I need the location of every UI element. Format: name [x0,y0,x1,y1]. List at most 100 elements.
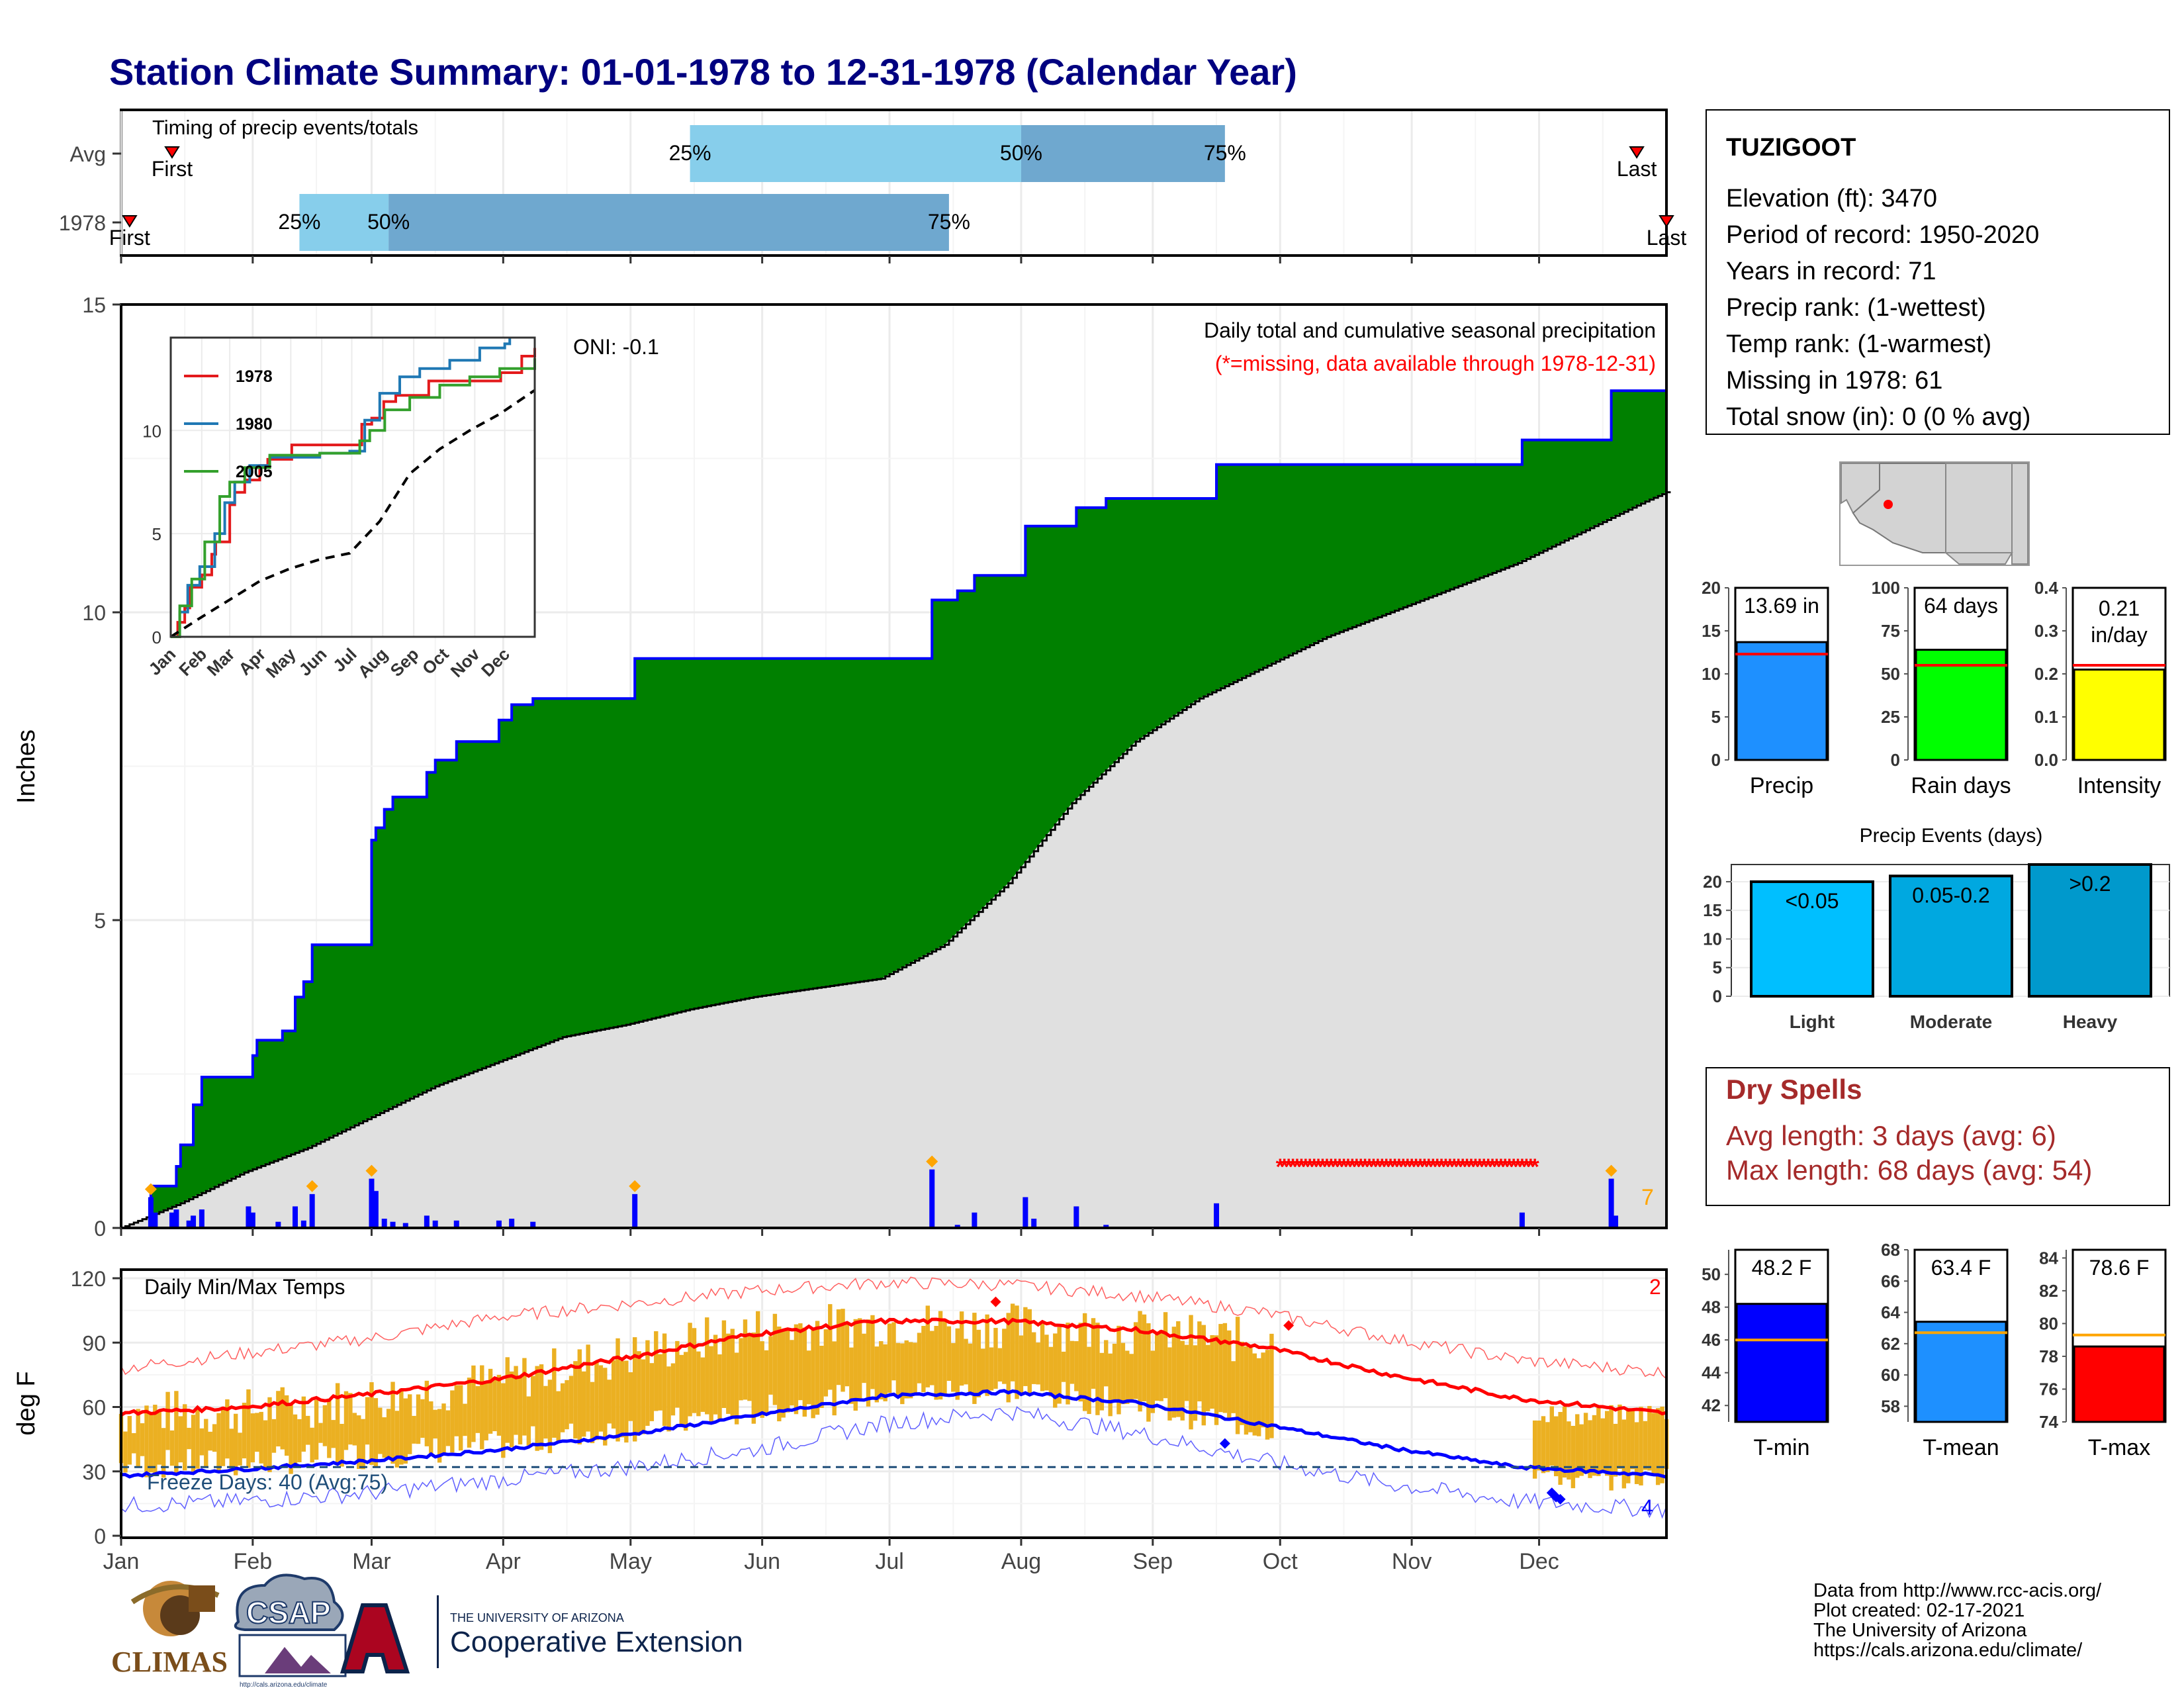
timing-q50-label: 50% [1000,141,1042,165]
daily-temp-bar [505,1357,510,1443]
record-high-marker [1283,1320,1295,1331]
daily-temp-bar [234,1413,238,1476]
month-label: May [610,1549,652,1574]
daily-temp-bar [255,1413,259,1452]
missing-day-marker: * [1348,1154,1357,1180]
daily-temp-bar [484,1383,488,1440]
daily-temp-bar [1023,1307,1028,1386]
inset-ytick-label: 5 [152,524,161,544]
missing-day-marker: * [1340,1154,1349,1180]
daily-temp-bar [208,1431,212,1451]
station-info-line: Total snow (in): 0 (0 % avg) [1726,403,2030,431]
daily-temp-bar [1643,1421,1648,1470]
daily-temp-bar [917,1333,922,1383]
daily-temp-bar [670,1363,676,1416]
month-label: Jan [103,1549,140,1574]
missing-day-marker: * [1424,1154,1433,1180]
missing-day-marker: * [1301,1154,1310,1180]
missing-day-marker: * [1382,1154,1391,1180]
events-bar [1889,874,2013,998]
timing-q75-label: 75% [1204,141,1246,165]
missing-day-marker: * [1496,1154,1506,1180]
summary-ytick-label: 0 [1711,750,1721,770]
station-info-line: Years in record: 71 [1726,258,1936,285]
daily-temp-bar [1613,1423,1618,1477]
daily-temp-bar [378,1407,383,1454]
daily-temp-bar [641,1359,646,1434]
daily-temp-bar [289,1403,293,1474]
daily-precip-bar [373,1191,379,1228]
record-low-count: 4 [1641,1495,1653,1519]
daily-temp-bar [271,1419,277,1453]
daily-temp-bar [1269,1333,1274,1438]
timing-q25-label: 25% [669,141,711,165]
daily-temp-bar [382,1417,387,1458]
summary-ytick-label: 76 [2039,1379,2058,1399]
summary-ytick-label: 0.0 [2034,750,2058,770]
daily-precip-bar [530,1221,536,1228]
missing-day-marker: * [1361,1154,1370,1180]
daily-temp-bar [934,1325,938,1400]
daily-temp-bar [900,1343,905,1405]
freeze-label: Freeze Days: 40 (Avg:75) [147,1470,388,1494]
daily-temp-bar [866,1319,871,1407]
daily-temp-bar [1222,1323,1228,1413]
daily-temp-bar [904,1340,909,1399]
daily-temp-bar [662,1333,667,1427]
month-label: Mar [352,1549,391,1574]
daily-temp-bar [306,1415,310,1445]
daily-temp-bar [1197,1321,1202,1401]
timing-q25-label: 25% [278,210,320,234]
daily-temp-bar [883,1344,887,1401]
timing-row-label: 1978 [59,211,106,235]
daily-temp-bar [781,1330,786,1418]
daily-temp-bar [1031,1332,1036,1384]
summary-ytick-label: 15 [1702,621,1721,641]
month-label: Nov [1392,1549,1432,1574]
daily-temp-bar [607,1380,612,1424]
missing-day-marker: * [1475,1154,1484,1180]
credits: Data from http://www.rcc-acis.org/ Plot … [1813,1581,2101,1660]
temp-ytick-label: 0 [94,1524,106,1548]
summary-ytick-label: 84 [2039,1248,2058,1268]
daily-temp-bar [454,1385,459,1436]
events-bar [2028,863,2152,998]
record-low-marker [1555,1493,1566,1505]
credit-line: https://cals.arizona.edu/climate/ [1813,1640,2083,1661]
last-event-label: Last [1617,157,1657,181]
dry-spells-max: Max length: 68 days (avg: 54) [1726,1154,2092,1186]
daily-temp-bar [1112,1343,1117,1401]
timing-q50-label: 50% [367,210,410,234]
daily-temp-bar [666,1366,671,1432]
daily-temp-bar [1567,1421,1571,1480]
daily-temp-bar [1545,1422,1550,1472]
summary-ytick-label: 68 [1881,1240,1900,1260]
daily-temp-bar [514,1366,518,1435]
csap-text: CSAP [246,1595,331,1630]
events-category-label: Light [1790,1011,1835,1032]
precip-panel: ****************************************… [13,256,1671,1241]
station-name: TUZIGOOT [1726,134,1856,162]
month-label: Feb [234,1549,273,1574]
daily-temp-bar [1537,1421,1541,1471]
daily-temp-bar [913,1342,917,1396]
daily-temp-bar [654,1331,659,1411]
big-event-marker [629,1180,641,1192]
page-title: Station Climate Summary: 01-01-1978 to 1… [109,51,1297,93]
daily-temp-bar [972,1313,977,1404]
month-label: Jun [744,1549,780,1574]
daily-temp-bar [340,1423,344,1467]
missing-day-marker: * [1297,1154,1306,1180]
daily-temp-bar [658,1354,662,1411]
daily-temp-bar [844,1321,850,1387]
daily-precip-bar [1519,1212,1525,1228]
daily-temp-bar [700,1357,705,1412]
daily-temp-bar [246,1389,251,1468]
station-info-line: Temp rank: (1-warmest) [1726,330,1991,358]
daily-temp-bar [743,1319,748,1400]
daily-precip-bar [453,1220,459,1228]
daily-precip-bar [250,1212,255,1228]
daily-temp-bar [874,1346,880,1403]
missing-day-marker: * [1318,1154,1328,1180]
missing-day-marker: * [1314,1154,1323,1180]
